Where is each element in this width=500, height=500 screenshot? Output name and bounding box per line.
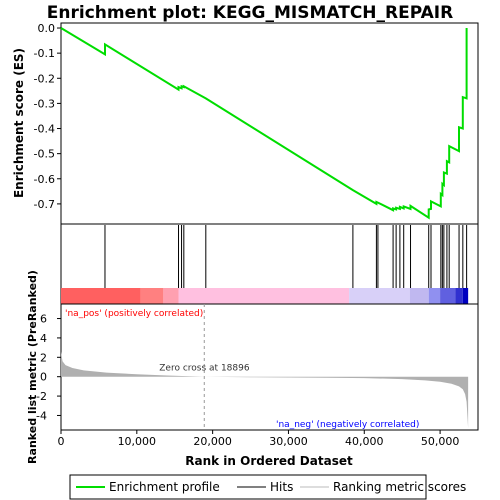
hit-lines [104, 225, 468, 288]
metric-y-tick-label: 6 [40, 313, 47, 326]
es-panel-frame [60, 22, 479, 225]
pos-correlated-label: 'na_pos' (positively correlated) [65, 309, 203, 319]
rank-bar-segment [178, 288, 350, 304]
x-tick-label: 40,000 [345, 435, 384, 448]
rank-bar-segment [349, 288, 410, 304]
rank-bar-segment [440, 288, 456, 304]
es-y-tick-label: 0.0 [38, 22, 56, 35]
metric-panel-frame [60, 303, 479, 431]
es-y-tick-label: -0.3 [34, 97, 55, 110]
zero-cross-label: Zero cross at 18896 [159, 364, 250, 374]
rank-bar-segment [455, 288, 463, 304]
rank-gradient-bar [61, 288, 469, 304]
x-tick-label: 10,000 [118, 435, 157, 448]
x-axis-label: Rank in Ordered Dataset [185, 454, 353, 468]
rank-bar-segment [61, 288, 141, 304]
metric-y-axis-label: Ranked list metric (PreRanked) [26, 270, 39, 464]
metric-y-tick-label: 2 [40, 351, 47, 364]
x-tick-label: 20,000 [193, 435, 232, 448]
es-y-tick-label: -0.5 [34, 148, 55, 161]
es-y-tick-label: -0.7 [34, 198, 55, 211]
rank-bar-segment [428, 288, 441, 304]
metric-y-tick-label: 0 [40, 371, 47, 384]
metric-y-ticks: 6 4 2 0 -2 -4 [36, 313, 61, 422]
x-axis-ticks: 0 10,000 20,000 30,000 40,000 50,000 [58, 430, 460, 448]
rank-bar-segment [409, 288, 429, 304]
hits-panel [60, 223, 479, 305]
metric-y-tick-label: -2 [36, 390, 47, 403]
rank-bar-segment [462, 288, 469, 304]
legend-enrichment-label: Enrichment profile [109, 480, 220, 494]
es-profile-line [60, 27, 468, 220]
x-tick-label: 50,000 [421, 435, 460, 448]
metric-y-tick-label: -4 [36, 409, 47, 422]
rank-bar-segment [163, 288, 179, 304]
es-y-tick-label: -0.6 [34, 173, 55, 186]
x-tick-label: 0 [58, 435, 65, 448]
es-y-axis-label: Enrichment score (ES) [12, 48, 26, 198]
legend: Enrichment profile Hits Ranking metric s… [69, 474, 466, 500]
es-y-tick-label: -0.1 [34, 47, 55, 60]
metric-panel: Zero cross at 18896 'na_pos' (positively… [36, 303, 479, 431]
es-y-tick-label: -0.2 [34, 72, 55, 85]
neg-correlated-label: 'na_neg' (negatively correlated) [276, 420, 419, 430]
chart-title: Enrichment plot: KEGG_MISMATCH_REPAIR [47, 3, 453, 23]
es-y-tick-label: -0.4 [34, 123, 55, 136]
es-panel: 0.0 -0.1 -0.2 -0.3 -0.4 -0.5 -0.6 -0.7 [34, 22, 479, 225]
legend-hits-label: Hits [270, 480, 293, 494]
legend-metric-label: Ranking metric scores [333, 480, 466, 494]
x-tick-label: 30,000 [269, 435, 308, 448]
es-y-ticks: 0.0 -0.1 -0.2 -0.3 -0.4 -0.5 -0.6 -0.7 [34, 22, 61, 211]
metric-y-tick-label: 4 [40, 332, 47, 345]
rank-bar-segment [140, 288, 164, 304]
